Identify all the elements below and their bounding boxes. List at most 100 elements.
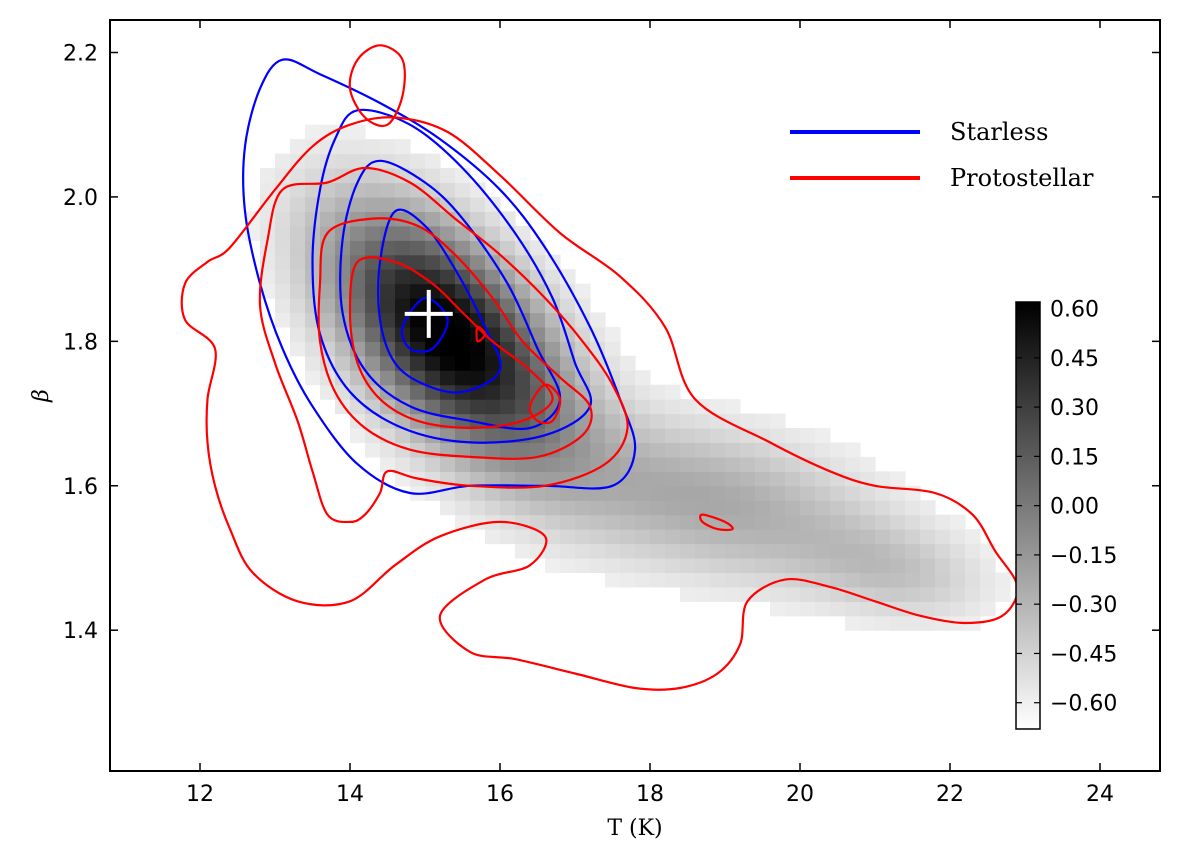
heatmap-cell xyxy=(335,196,351,212)
heatmap-cell xyxy=(920,601,936,617)
heatmap-cell xyxy=(470,341,486,357)
heatmap-cell xyxy=(710,428,726,444)
heatmap-cell xyxy=(440,399,456,415)
heatmap-cell xyxy=(755,442,771,458)
heatmap-cell xyxy=(740,442,756,458)
heatmap-cell xyxy=(650,413,666,429)
heatmap-cell xyxy=(875,557,891,574)
heatmap-cell xyxy=(335,182,351,198)
heatmap-cell xyxy=(500,269,516,285)
heatmap-cell xyxy=(740,572,756,588)
heatmap-cell xyxy=(440,456,456,472)
heatmap-cell xyxy=(425,471,441,487)
heatmap-cell xyxy=(395,196,411,212)
heatmap-cell xyxy=(395,283,411,299)
heatmap-cell xyxy=(785,601,801,617)
heatmap-cell xyxy=(470,442,486,458)
heatmap-cell xyxy=(605,543,621,559)
heatmap-cell xyxy=(500,456,516,472)
heatmap-cell xyxy=(755,557,771,574)
heatmap-cell xyxy=(500,471,516,487)
heatmap-cell xyxy=(650,572,666,588)
heatmap-cell xyxy=(455,225,471,241)
heatmap-cell xyxy=(800,586,816,602)
heatmap-cell xyxy=(305,124,321,140)
heatmap-cell xyxy=(890,471,906,487)
heatmap-cell xyxy=(620,557,636,574)
heatmap-cell xyxy=(770,529,786,545)
heatmap-cell xyxy=(590,543,606,559)
heatmap-cell xyxy=(770,485,786,501)
annotation-layer xyxy=(404,289,453,338)
heatmap-cell xyxy=(350,326,366,342)
heatmap-cell xyxy=(590,312,606,328)
heatmap-cell xyxy=(620,529,636,545)
heatmap-cell xyxy=(680,557,696,574)
heatmap-cell xyxy=(290,326,306,342)
heatmap-cell xyxy=(545,543,561,559)
heatmap-cell xyxy=(845,456,861,472)
heatmap-cell xyxy=(875,529,891,545)
colorbar-ticks: 0.60 0.45 0.30 0.15 0.00 −0.15 −0.30 −0.45 −0.60 xyxy=(1016,298,1117,717)
heatmap-cell xyxy=(410,269,426,285)
heatmap-cell xyxy=(320,240,336,256)
heatmap-cell xyxy=(605,341,621,357)
heatmap-cell xyxy=(635,428,651,444)
contour-protostellar xyxy=(475,325,487,343)
heatmap-cell xyxy=(365,355,381,371)
heatmap-cell xyxy=(515,471,531,487)
heatmap-cell xyxy=(815,557,831,574)
heatmap-cell xyxy=(395,225,411,241)
heatmap-cell xyxy=(605,326,621,342)
heatmap-cell xyxy=(620,514,636,530)
heatmap-cell xyxy=(695,428,711,444)
heatmap-cell xyxy=(290,211,306,227)
heatmap-cell xyxy=(815,514,831,530)
heatmap-cell xyxy=(650,500,666,516)
heatmap-cell xyxy=(605,529,621,545)
heatmap-cell xyxy=(500,225,516,241)
heatmap-cell xyxy=(695,529,711,545)
heatmap-cell xyxy=(560,442,576,458)
heatmap-cell xyxy=(455,269,471,285)
heatmap-cell xyxy=(365,225,381,241)
heatmap-cell xyxy=(680,456,696,472)
heatmap-cell xyxy=(950,543,966,559)
heatmap-cell xyxy=(380,225,396,241)
contour-protostellar xyxy=(180,116,1019,691)
heatmap-cell xyxy=(770,557,786,574)
heatmap-cell xyxy=(935,514,951,530)
heatmap-cell xyxy=(530,254,546,270)
heatmap-cell xyxy=(560,269,576,285)
heatmap-cell xyxy=(830,500,846,516)
heatmap-cell xyxy=(470,456,486,472)
heatmap-cell xyxy=(635,485,651,501)
heatmap-cell xyxy=(365,298,381,314)
heatmap-cell xyxy=(290,283,306,299)
heatmap-cell xyxy=(920,557,936,574)
heatmap-cell xyxy=(560,355,576,371)
heatmap-cell xyxy=(665,514,681,530)
heatmap-cell xyxy=(905,615,921,631)
heatmap-cell xyxy=(875,586,891,602)
heatmap-cell xyxy=(455,298,471,314)
heatmap-cell xyxy=(575,557,591,574)
heatmap-cell xyxy=(695,485,711,501)
contour-protostellar xyxy=(258,166,629,524)
heatmap-cell xyxy=(335,312,351,328)
heatmap-cell xyxy=(350,211,366,227)
heatmap-cell xyxy=(620,500,636,516)
heatmap-cell xyxy=(305,326,321,342)
heatmap-cell xyxy=(485,485,501,501)
heatmap-cell xyxy=(665,428,681,444)
heatmap-cell xyxy=(875,500,891,516)
heatmap-cell xyxy=(410,326,426,342)
heatmap-cell xyxy=(575,399,591,415)
heatmap-cell xyxy=(515,283,531,299)
heatmap-cell xyxy=(800,442,816,458)
heatmap-cell xyxy=(905,586,921,602)
heatmap-cell xyxy=(275,168,291,184)
heatmap-cell xyxy=(800,557,816,574)
heatmap-cell xyxy=(470,370,486,386)
